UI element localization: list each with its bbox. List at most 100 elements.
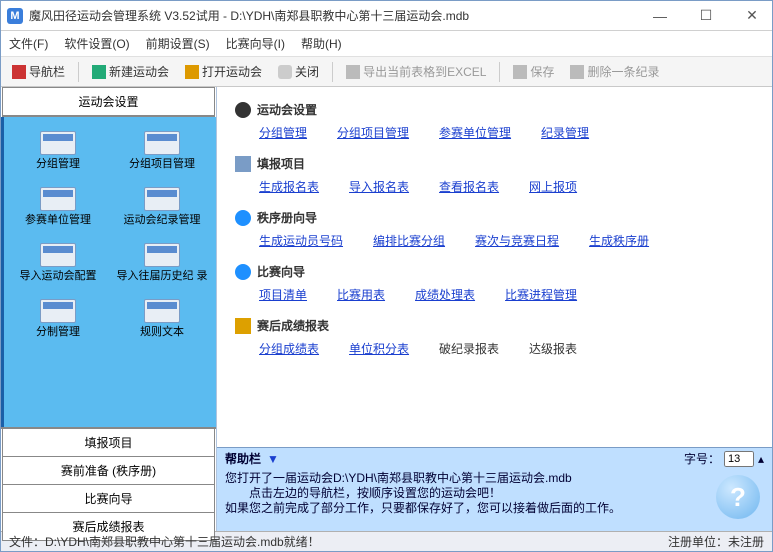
- section-links: 项目清单 比赛用表 成绩处理表 比赛进程管理: [235, 286, 754, 303]
- link[interactable]: 项目清单: [259, 286, 307, 303]
- link[interactable]: 编排比赛分组: [373, 232, 445, 249]
- sidebar-item-label: 参赛单位管理: [25, 214, 91, 227]
- section-header: 运动会设置: [235, 101, 754, 118]
- section-links: 分组成绩表单位积分表破纪录报表达级报表: [235, 340, 754, 357]
- sidebar-item-label: 分组项目管理: [129, 158, 195, 171]
- section-links: 生成报名表 导入报名表 查看报名表 网上报项: [235, 178, 754, 195]
- separator: [332, 62, 333, 82]
- new-icon: [92, 65, 106, 79]
- tool-nav[interactable]: 导航栏: [7, 61, 70, 82]
- help-line: 如果您之前完成了部分工作，只要都保存好了，您可以接着做后面的工作。: [225, 501, 764, 516]
- tool-new[interactable]: 新建运动会: [87, 61, 174, 82]
- link[interactable]: 比赛用表: [337, 286, 385, 303]
- close-button[interactable]: ✕: [738, 6, 766, 26]
- section-header: 填报项目: [235, 155, 754, 172]
- font-label: 字号：: [684, 450, 720, 467]
- separator: [499, 62, 500, 82]
- sidebar-item-label: 规则文本: [140, 326, 184, 339]
- menu-wiz[interactable]: 比赛向导(I): [226, 35, 285, 52]
- section: 秩序册向导生成运动员号码 编排比赛分组 赛次与竞赛日程 生成秩序册: [235, 209, 754, 249]
- sidebar-header[interactable]: 运动会设置: [2, 87, 215, 117]
- link[interactable]: 分组管理: [259, 124, 307, 141]
- help-line: 点击左边的导航栏，按顺序设置您的运动会吧！: [225, 486, 764, 501]
- section-icon: [235, 156, 251, 172]
- sidebar-item-icon: [144, 243, 180, 267]
- sidebar-item[interactable]: 导入往届历史纪 录: [112, 239, 212, 287]
- sidebar-item[interactable]: 分组管理: [8, 127, 108, 175]
- help-line: 您打开了一届运动会D:\YDH\南郑县职教中心第十三届运动会.mdb: [225, 471, 764, 486]
- link[interactable]: 分组项目管理: [337, 124, 409, 141]
- link[interactable]: 网上报项: [529, 178, 577, 195]
- tool-open[interactable]: 打开运动会: [180, 61, 267, 82]
- link[interactable]: 纪录管理: [541, 124, 589, 141]
- section: 赛后成绩报表分组成绩表单位积分表破纪录报表达级报表: [235, 317, 754, 357]
- sidebar-list: 填报项目赛前准备 (秩序册)比赛向导赛后成绩报表: [1, 427, 216, 541]
- tool-close[interactable]: 关闭: [273, 61, 324, 82]
- link[interactable]: 参赛单位管理: [439, 124, 511, 141]
- window-title: 魔风田径运动会管理系统 V3.52试用 - D:\YDH\南郑县职教中心第十三届…: [29, 7, 646, 24]
- sidebar-item-icon: [40, 131, 76, 155]
- section-title: 赛后成绩报表: [257, 317, 329, 334]
- link[interactable]: 生成运动员号码: [259, 232, 343, 249]
- sidebar-list-item[interactable]: 填报项目: [2, 429, 215, 457]
- help-toggle-icon[interactable]: ▼: [267, 452, 279, 466]
- section-icon: [235, 318, 251, 334]
- tool-export[interactable]: 导出当前表格到EXCEL: [341, 61, 491, 82]
- link[interactable]: 成绩处理表: [415, 286, 475, 303]
- font-stepper[interactable]: ▴: [758, 452, 764, 466]
- help-icon[interactable]: ?: [716, 475, 760, 519]
- section: 比赛向导项目清单 比赛用表 成绩处理表 比赛进程管理: [235, 263, 754, 303]
- tool-del[interactable]: 删除一条纪录: [565, 61, 664, 82]
- sidebar-item[interactable]: 运动会纪录管理: [112, 183, 212, 231]
- nav-icon: [12, 65, 26, 79]
- section-links: 分组管理 分组项目管理 参赛单位管理 纪录管理: [235, 124, 754, 141]
- section: 运动会设置分组管理 分组项目管理 参赛单位管理 纪录管理: [235, 101, 754, 141]
- sidebar-item-label: 导入运动会配置: [20, 270, 97, 283]
- menu-help[interactable]: 帮助(H): [301, 35, 342, 52]
- section-icon: [235, 210, 251, 226]
- section-title: 比赛向导: [257, 263, 305, 280]
- link[interactable]: 导入报名表: [349, 178, 409, 195]
- sidebar-item[interactable]: 规则文本: [112, 295, 212, 343]
- link[interactable]: 查看报名表: [439, 178, 499, 195]
- sidebar-item-icon: [144, 299, 180, 323]
- section-icon: [235, 102, 251, 118]
- sidebar-item-icon: [40, 243, 76, 267]
- sidebar-item-label: 运动会纪录管理: [124, 214, 201, 227]
- menu-file[interactable]: 文件(F): [9, 35, 48, 52]
- sidebar-grid: 分组管理 分组项目管理参赛单位管理 运动会纪录管理导入运动会配置 导入往届历史纪 录分…: [1, 117, 216, 427]
- sidebar-list-item[interactable]: 赛前准备 (秩序册): [2, 457, 215, 485]
- app-icon: M: [7, 8, 23, 24]
- section-header: 赛后成绩报表: [235, 317, 754, 334]
- sidebar-item-label: 分组管理: [36, 158, 80, 171]
- sidebar-item[interactable]: 分组项目管理: [112, 127, 212, 175]
- section-title: 秩序册向导: [257, 209, 317, 226]
- link[interactable]: 赛次与竞赛日程: [475, 232, 559, 249]
- menu-pre[interactable]: 前期设置(S): [146, 35, 210, 52]
- font-size-input[interactable]: [724, 451, 754, 467]
- link[interactable]: 分组成绩表: [259, 340, 319, 357]
- sidebar-item-icon: [144, 187, 180, 211]
- menu-soft[interactable]: 软件设置(O): [64, 35, 129, 52]
- maximize-button[interactable]: ☐: [692, 6, 720, 26]
- link[interactable]: 单位积分表: [349, 340, 409, 357]
- link[interactable]: 生成报名表: [259, 178, 319, 195]
- section-title: 填报项目: [257, 155, 305, 172]
- tool-save[interactable]: 保存: [508, 61, 559, 82]
- open-icon: [185, 65, 199, 79]
- minimize-button[interactable]: —: [646, 6, 674, 26]
- section-header: 秩序册向导: [235, 209, 754, 226]
- help-title: 帮助栏: [225, 450, 261, 467]
- status-left: 文件：D:\YDH\南郑县职教中心第十三届运动会.mdb就绪！: [9, 533, 320, 550]
- separator: [78, 62, 79, 82]
- close-icon: [278, 65, 292, 79]
- save-icon: [513, 65, 527, 79]
- link[interactable]: 生成秩序册: [589, 232, 649, 249]
- section-title: 运动会设置: [257, 101, 317, 118]
- sidebar-item[interactable]: 参赛单位管理: [8, 183, 108, 231]
- sidebar-list-item[interactable]: 比赛向导: [2, 485, 215, 513]
- sidebar-item[interactable]: 导入运动会配置: [8, 239, 108, 287]
- section: 填报项目生成报名表 导入报名表 查看报名表 网上报项: [235, 155, 754, 195]
- link[interactable]: 比赛进程管理: [505, 286, 577, 303]
- sidebar-item[interactable]: 分制管理: [8, 295, 108, 343]
